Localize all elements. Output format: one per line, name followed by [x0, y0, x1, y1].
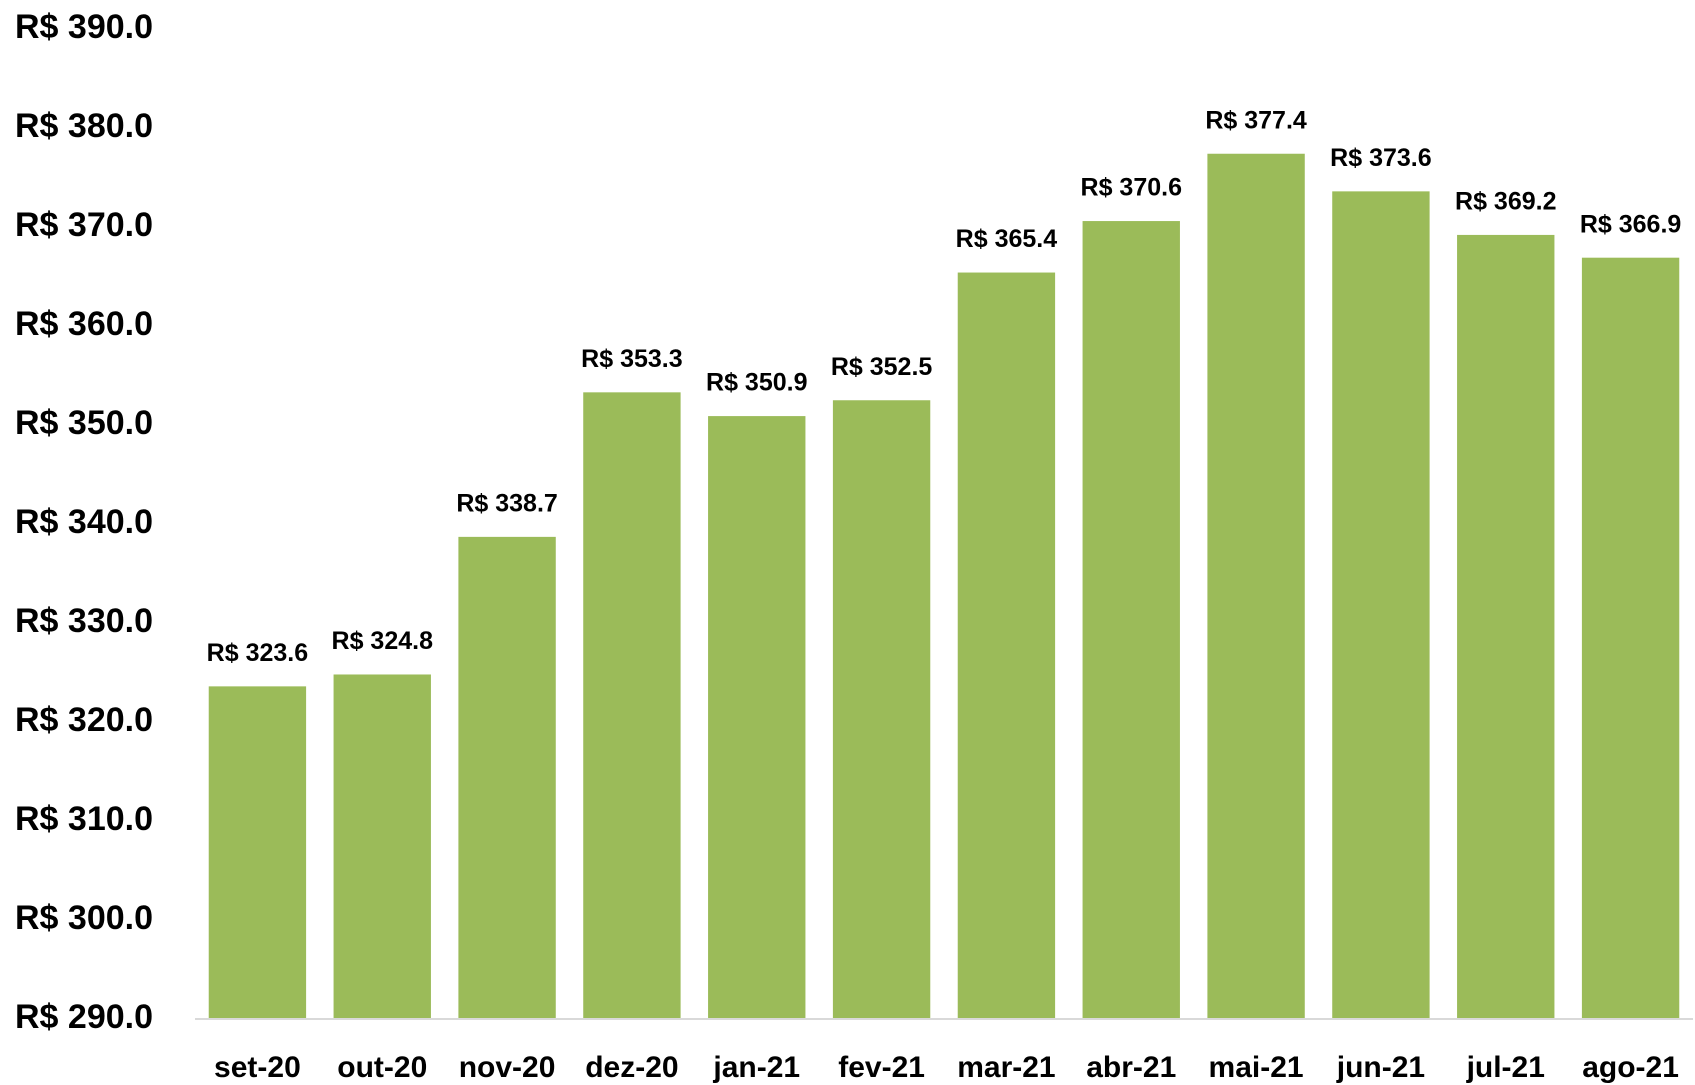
y-tick-label: R$ 290.0 — [15, 998, 153, 1036]
y-tick-label: R$ 320.0 — [15, 701, 153, 739]
data-label: R$ 352.5 — [831, 353, 933, 381]
y-tick-label: R$ 310.0 — [15, 800, 153, 838]
x-tick-label: set-20 — [214, 1051, 301, 1084]
y-tick-label: R$ 330.0 — [15, 602, 153, 640]
data-label: R$ 323.6 — [207, 639, 308, 667]
y-tick-label: R$ 380.0 — [15, 107, 153, 145]
x-tick-label: mai-21 — [1209, 1051, 1304, 1084]
data-label: R$ 365.4 — [956, 225, 1058, 253]
bar — [1207, 153, 1305, 1020]
data-label: R$ 324.8 — [332, 627, 434, 655]
bar — [583, 392, 681, 1020]
y-tick-label: R$ 300.0 — [15, 899, 153, 937]
y-tick-label: R$ 360.0 — [15, 305, 153, 343]
bar — [957, 272, 1056, 1019]
y-tick-label: R$ 340.0 — [15, 503, 153, 541]
bar — [208, 686, 307, 1019]
x-tick-label: jun-21 — [1336, 1051, 1425, 1084]
x-tick-label: jan-21 — [712, 1051, 800, 1084]
data-label: R$ 353.3 — [581, 345, 682, 373]
y-tick-label: R$ 370.0 — [15, 206, 153, 244]
x-tick-label: nov-20 — [459, 1051, 556, 1084]
x-tick-label: dez-20 — [585, 1051, 678, 1084]
data-label: R$ 350.9 — [706, 369, 807, 397]
bar — [1082, 221, 1180, 1019]
y-tick-label: R$ 350.0 — [15, 404, 153, 442]
data-label: R$ 338.7 — [456, 489, 557, 517]
data-label: R$ 373.6 — [1330, 144, 1431, 172]
x-tick-label: jul-21 — [1466, 1051, 1545, 1084]
data-label: R$ 377.4 — [1205, 106, 1307, 134]
bar — [1457, 234, 1555, 1020]
bar — [333, 674, 431, 1019]
data-label: R$ 366.9 — [1580, 210, 1681, 238]
x-tick-label: fev-21 — [838, 1051, 925, 1084]
bar — [458, 536, 556, 1019]
bar — [708, 416, 806, 1020]
bar — [832, 400, 931, 1019]
bar — [1581, 257, 1680, 1019]
data-label: R$ 370.6 — [1081, 174, 1182, 202]
data-label: R$ 369.2 — [1455, 188, 1556, 216]
x-tick-label: abr-21 — [1086, 1051, 1176, 1084]
y-tick-label: R$ 390.0 — [15, 8, 153, 46]
x-tick-label: out-20 — [337, 1051, 427, 1084]
x-tick-label: ago-21 — [1582, 1051, 1679, 1084]
bar — [1332, 191, 1430, 1020]
x-tick-label: mar-21 — [957, 1051, 1055, 1084]
